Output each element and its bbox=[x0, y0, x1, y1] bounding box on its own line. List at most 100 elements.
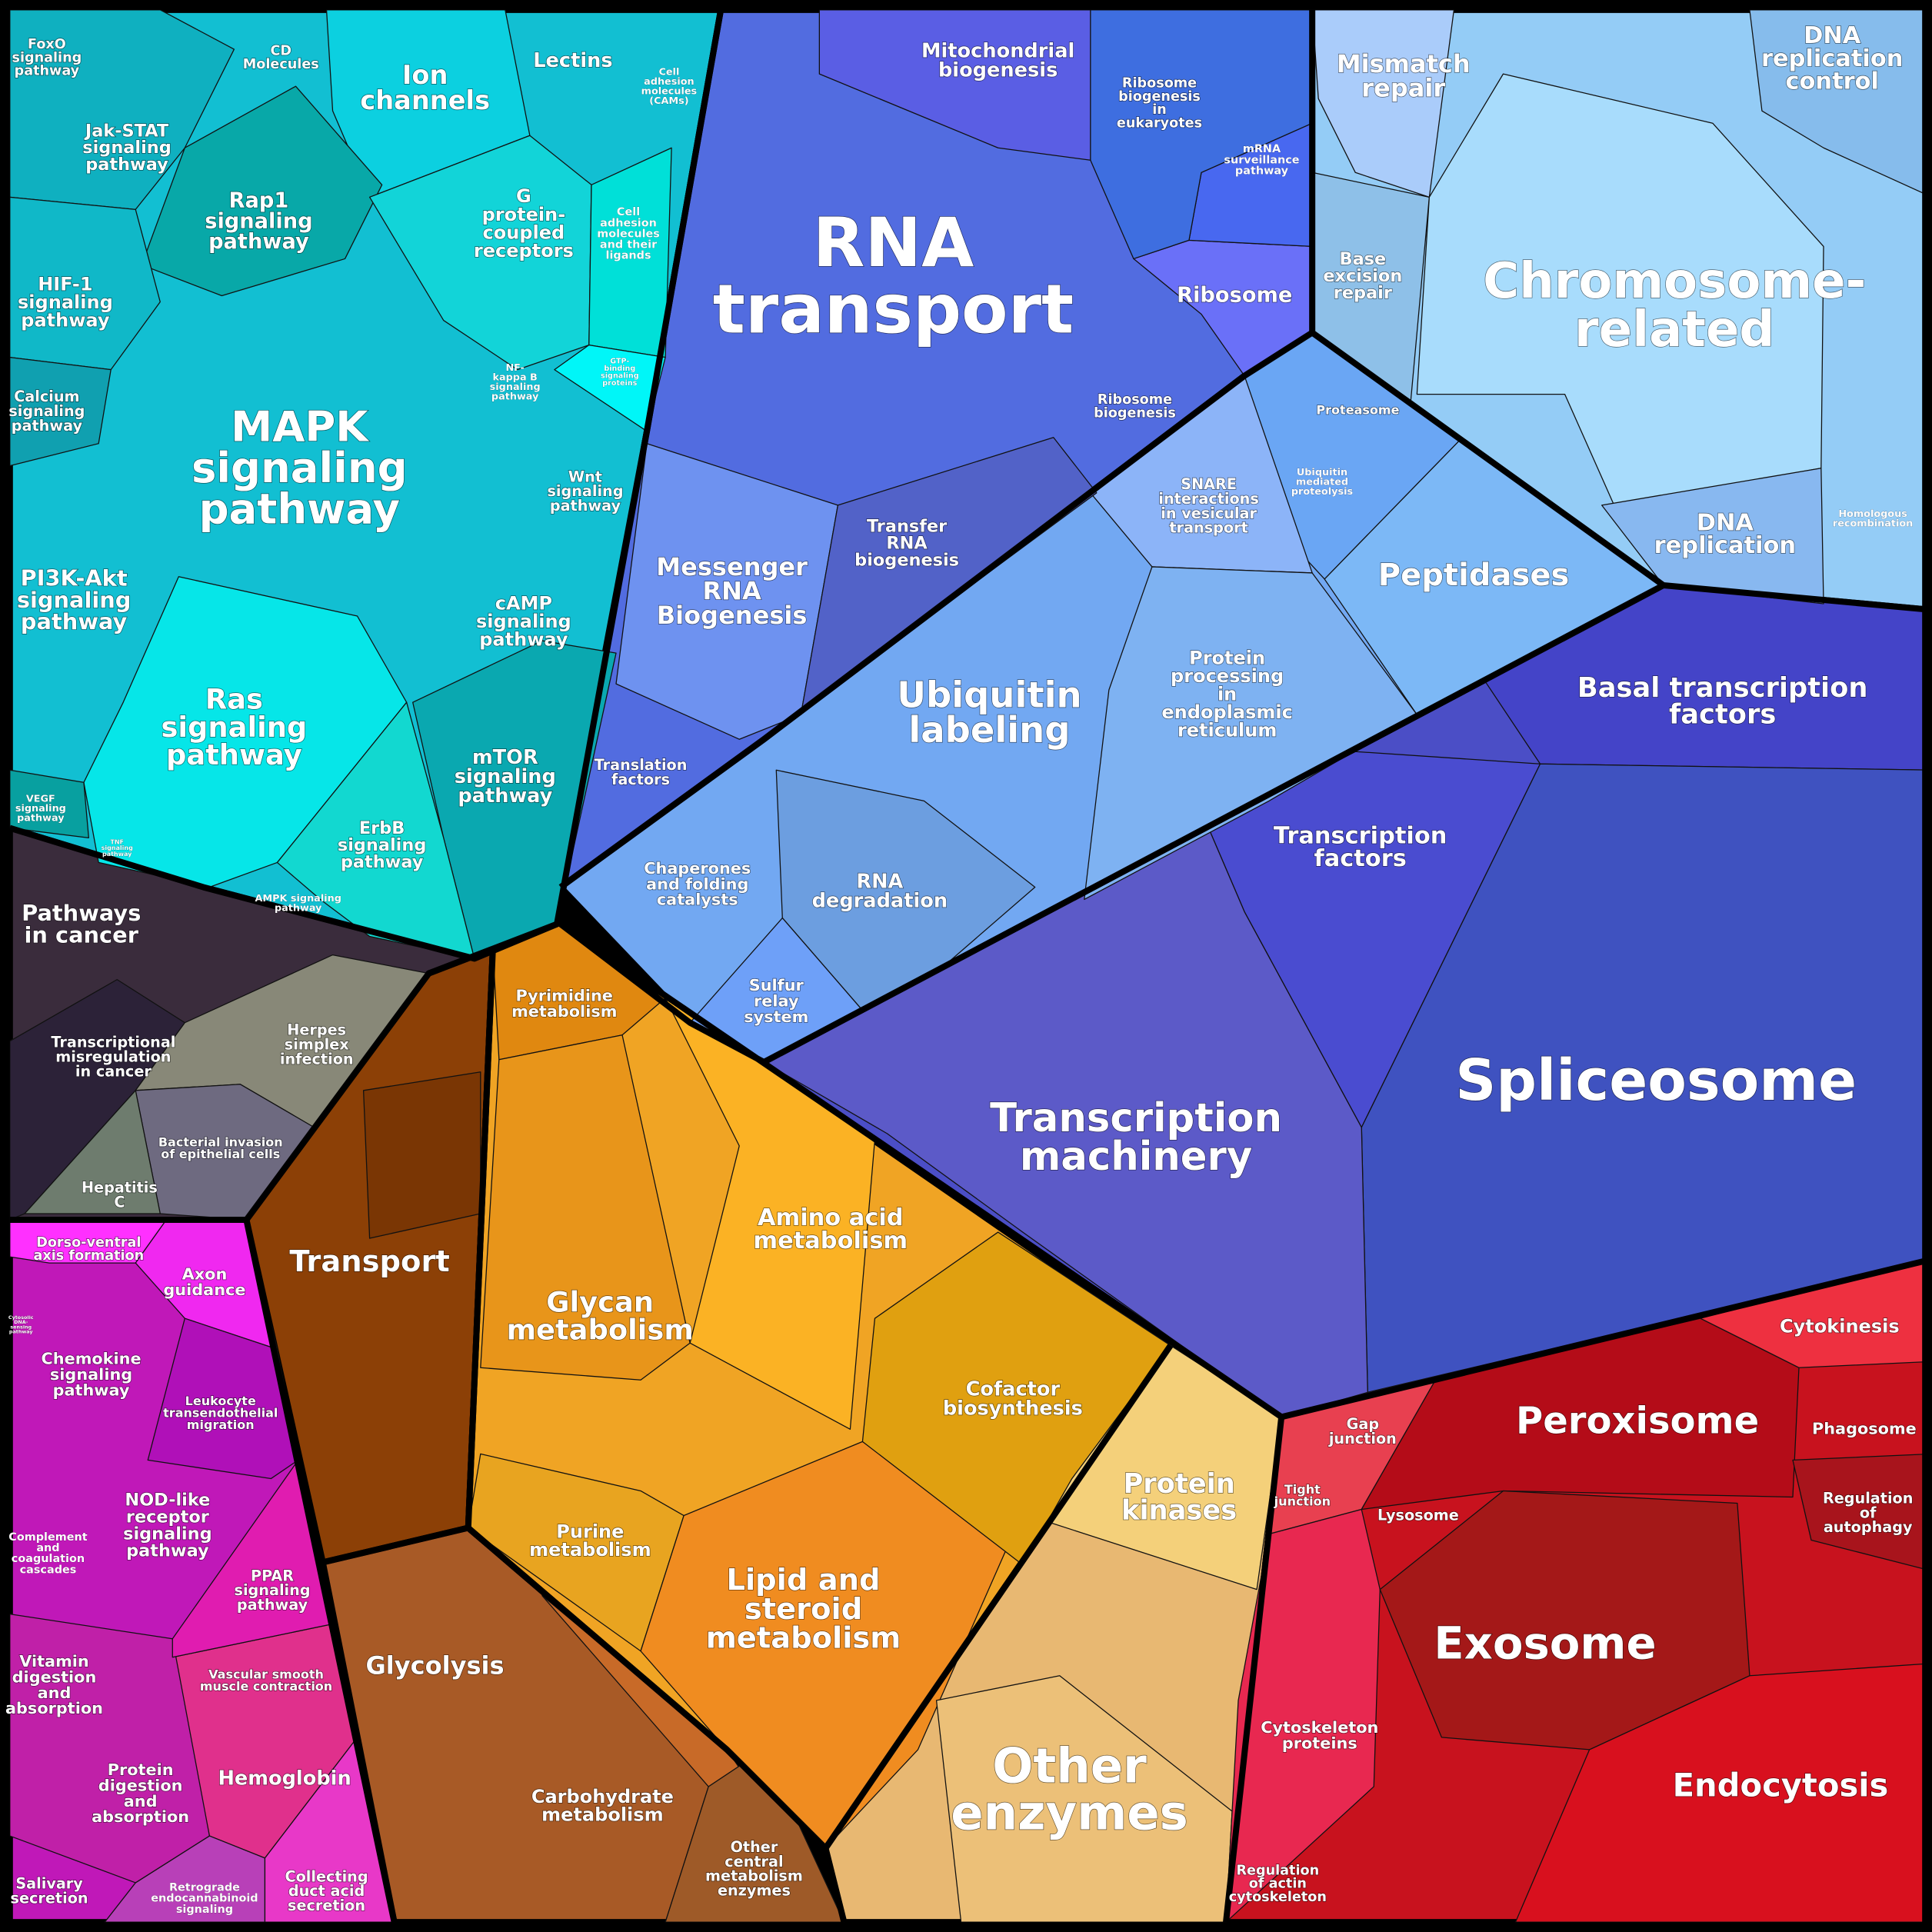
label-line: Protein bbox=[1189, 647, 1265, 668]
label-line: biogenesis bbox=[1094, 405, 1176, 421]
region-label: Translation factors bbox=[595, 756, 688, 788]
label-line: recombination bbox=[1833, 518, 1913, 529]
region-label: Retrograde endocannabinoid signaling bbox=[151, 1882, 258, 1916]
label-line: pathway bbox=[85, 155, 168, 175]
label-line: in bbox=[1152, 102, 1167, 118]
label-line: signaling bbox=[50, 1365, 132, 1384]
label-line: kinases bbox=[1121, 1494, 1237, 1526]
label-line: Amino acid bbox=[758, 1204, 904, 1231]
region-label: Gap junction bbox=[1328, 1415, 1397, 1447]
label-line: Base bbox=[1339, 248, 1386, 268]
label-line: labeling bbox=[908, 708, 1070, 750]
region-label: Messenger RNA Biogenesis bbox=[656, 552, 808, 630]
label-line: Transcription bbox=[990, 1095, 1282, 1141]
label-line: Transcriptional bbox=[51, 1033, 175, 1051]
label-line: eukaryotes bbox=[1117, 115, 1202, 131]
region-label: Cell adhesion molecules (CAMs) bbox=[641, 66, 698, 107]
label-line: G bbox=[516, 185, 531, 207]
label-line: factors bbox=[1669, 698, 1776, 730]
region-label: Cofactor biosynthesis bbox=[943, 1377, 1083, 1420]
label-line: Ribosome bbox=[1098, 392, 1172, 408]
region-label: Chromosome-related bbox=[1483, 253, 1866, 358]
region-label: PI3K-Akt signaling pathway bbox=[17, 565, 132, 635]
region-label: Collecting duct acid secretion bbox=[285, 1867, 368, 1914]
border bbox=[243, 1219, 398, 1924]
label-line: and their bbox=[600, 239, 658, 251]
label-line: DNA bbox=[1804, 22, 1861, 49]
label-line: repair bbox=[1334, 282, 1392, 302]
label-line: signaling bbox=[547, 482, 623, 500]
region-label: Leukocyte transendothelial migration bbox=[163, 1393, 278, 1431]
region-label: Pathways in cancer bbox=[22, 900, 141, 948]
label-line: Bacterial invasion bbox=[158, 1134, 283, 1149]
region-label: Basal transcription factors bbox=[1577, 672, 1868, 731]
region-label: Hemoglobin bbox=[218, 1767, 351, 1790]
region-label: Jak-STAT signaling pathway bbox=[82, 121, 171, 175]
label-line: Gap bbox=[1347, 1415, 1380, 1433]
label-line: Ribosome bbox=[1122, 76, 1197, 92]
label-line: of epithelial cells bbox=[161, 1146, 280, 1161]
label-line: metabolism bbox=[529, 1539, 651, 1561]
label-line: pathway bbox=[126, 1541, 209, 1561]
region-label: Base excision repair bbox=[1323, 248, 1402, 302]
region-label: Dorso-ventral axis formation bbox=[34, 1235, 145, 1264]
label-line: Transport bbox=[289, 1244, 449, 1279]
label-line: Ras bbox=[205, 682, 263, 715]
label-line: endocannabinoid bbox=[151, 1893, 258, 1905]
label-line: GTP- bbox=[610, 358, 629, 366]
cell bbox=[362, 1071, 481, 1239]
label-line: pathway bbox=[550, 497, 621, 515]
label-line: Other bbox=[992, 1737, 1147, 1794]
label-line: pathway bbox=[199, 484, 400, 533]
label-line: signaling bbox=[601, 372, 639, 381]
region-label: Chemokine signaling pathway bbox=[41, 1349, 141, 1399]
label-line: factors bbox=[1314, 845, 1406, 872]
label-line: mediated bbox=[1296, 476, 1348, 488]
label-line: signaling bbox=[82, 138, 171, 158]
region-label: GTP-binding signaling proteins bbox=[601, 358, 639, 388]
label-line: absorption bbox=[92, 1807, 189, 1826]
label-line: Chemokine bbox=[41, 1349, 141, 1367]
region-label: Glycolysis bbox=[365, 1651, 504, 1681]
label-line: Vitamin bbox=[19, 1652, 89, 1671]
label-line: signaling bbox=[476, 611, 571, 632]
region-label: Axon guidance bbox=[163, 1265, 245, 1299]
label-line: Molecules bbox=[243, 57, 319, 72]
label-line: factors bbox=[611, 770, 670, 788]
border bbox=[1310, 330, 1932, 613]
label-line: Ubiquitin bbox=[1297, 466, 1347, 478]
label-line: pathway bbox=[53, 1381, 130, 1399]
label-line: SNARE bbox=[1181, 475, 1237, 493]
region-label: Complement and coagulation cascades bbox=[8, 1531, 88, 1576]
region-label: Hepatitis C bbox=[82, 1178, 158, 1211]
label-line: Biogenesis bbox=[657, 601, 808, 630]
label-line: Chromosome- bbox=[1483, 253, 1866, 310]
region-label: PPAR signaling pathway bbox=[235, 1567, 311, 1614]
border bbox=[466, 1525, 828, 1850]
label-line: metabolism bbox=[753, 1227, 908, 1254]
label-line: DNA bbox=[1697, 509, 1754, 536]
region-label: Glycan metabolism bbox=[507, 1285, 694, 1346]
label-line: junction bbox=[1274, 1494, 1331, 1508]
label-line: Protein bbox=[1123, 1468, 1234, 1500]
label-line: molecules bbox=[597, 228, 660, 240]
label-line: biogenesis bbox=[1118, 89, 1201, 105]
label-line: pathway bbox=[15, 64, 80, 79]
label-line: Basal transcription bbox=[1577, 672, 1868, 704]
label-line: biogenesis bbox=[938, 59, 1058, 82]
cell bbox=[468, 1453, 685, 1652]
label-line: in cancer bbox=[25, 921, 139, 948]
label-line: and bbox=[38, 1684, 72, 1702]
region-label: Lipid and steroid metabolism bbox=[706, 1563, 901, 1655]
cell bbox=[1792, 1453, 1932, 1572]
border bbox=[9, 921, 558, 1224]
label-line: metabolism bbox=[507, 1313, 694, 1346]
label-line: Cytokinesis bbox=[1780, 1315, 1900, 1337]
label-line: and folding bbox=[646, 874, 748, 893]
label-line: Calcium bbox=[14, 388, 79, 405]
label-line: Chaperones bbox=[644, 859, 751, 878]
region-label: Tight junction bbox=[1274, 1482, 1331, 1509]
label-line: (CAMs) bbox=[649, 95, 688, 106]
label-line: Peroxisome bbox=[1516, 1399, 1759, 1442]
